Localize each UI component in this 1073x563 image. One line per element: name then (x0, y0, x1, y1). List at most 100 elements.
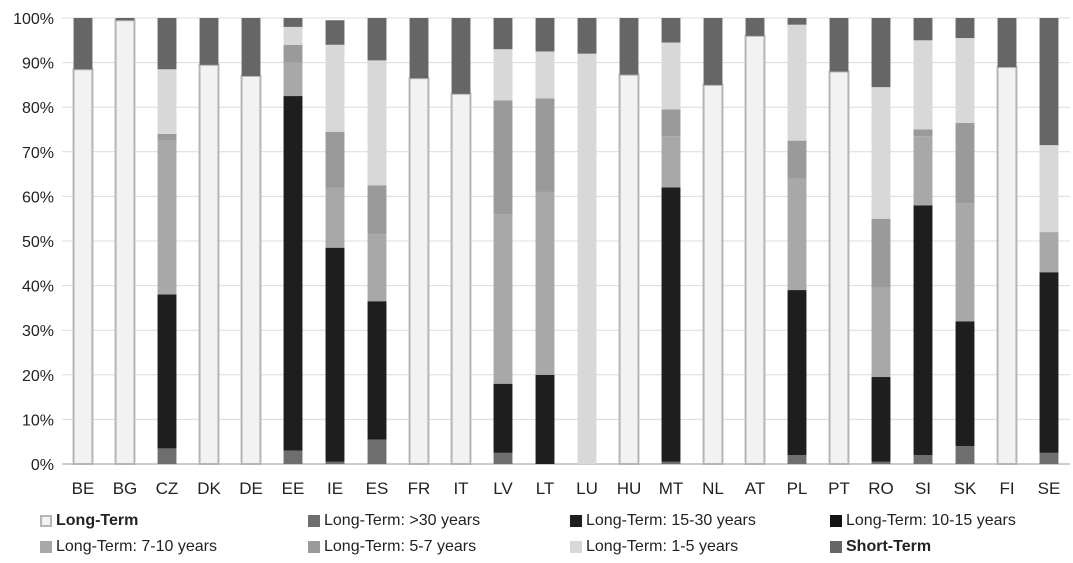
bar-segment-ro (871, 18, 891, 88)
bar-segment-de (241, 18, 261, 76)
bar-segment-se (1039, 18, 1059, 146)
x-category-label: LT (536, 479, 555, 498)
bar-segment-ro (871, 377, 891, 462)
y-tick-label: 80% (22, 100, 54, 117)
x-category-label: IE (327, 479, 343, 498)
bar-segment-lu (577, 18, 597, 54)
bar-segment-pl (787, 24, 807, 141)
legend-item: Long-Term (40, 512, 138, 530)
bar-segment-si (913, 18, 933, 41)
bar-segment-lv (493, 49, 513, 101)
legend-label: Long-Term: 5-7 years (324, 538, 477, 555)
bar-segment-sk (955, 122, 975, 204)
bar-segment-sk (955, 203, 975, 322)
legend-label: Long-Term: >30 years (324, 512, 481, 529)
bar-segment-sk (955, 446, 975, 464)
bar-segment-nl (702, 83, 724, 466)
bar-segment-es (367, 234, 387, 302)
x-category-label: LV (493, 479, 513, 498)
bar-segment-lt (535, 191, 555, 375)
bar-segment-fr (409, 18, 429, 79)
x-category-label: BG (113, 479, 138, 498)
x-category-label: PL (787, 479, 808, 498)
legend-label: Long-Term (56, 512, 139, 529)
bar-segment-it (451, 18, 471, 94)
bar-segment-es (367, 60, 387, 186)
bar-segment-ie (325, 187, 345, 248)
bar-segment-pl (787, 178, 807, 291)
x-category-label: DE (239, 479, 263, 498)
bar-segment-lu (577, 53, 597, 465)
bar-segment-be (72, 68, 94, 465)
bar-segment-se (1039, 452, 1059, 464)
bar-segment-mt (661, 18, 681, 43)
bar-segment-mt (661, 187, 681, 462)
bar-segment-si (913, 136, 933, 206)
x-category-label: FR (408, 479, 431, 498)
bar-segment-dk (198, 63, 220, 466)
bar-segment-sk (955, 321, 975, 447)
y-tick-label: 70% (22, 145, 54, 162)
bar-segment-ee (283, 44, 303, 63)
x-category-label: IT (453, 479, 468, 498)
bar-segment-ie (325, 247, 345, 462)
bar-segment-cz (157, 294, 177, 449)
bar-segment-lt (535, 98, 555, 192)
bar-segment-lv (493, 18, 513, 50)
x-category-label: DK (197, 479, 221, 498)
bar-segment-se (1039, 232, 1059, 273)
gridlines (62, 17, 1070, 465)
legend-item: Long-Term: 10-15 years (830, 512, 1016, 530)
x-category-label: SK (954, 479, 977, 498)
x-category-label: AT (745, 479, 765, 498)
legend-label: Long-Term: 10-15 years (846, 512, 1016, 529)
bar-segment-ro (871, 87, 891, 219)
bar-segment-bg (115, 18, 135, 21)
bar-segment-lv (493, 214, 513, 384)
bar-segment-pt (829, 18, 849, 72)
legend-label: Long-Term: 7-10 years (56, 538, 217, 555)
x-category-label: EE (282, 479, 305, 498)
x-category-label: BE (72, 479, 95, 498)
bar-segment-ee (283, 96, 303, 451)
legend-swatch (830, 541, 842, 553)
x-category-label: CZ (156, 479, 179, 498)
bar-segment-es (367, 18, 387, 61)
bar-segment-si (913, 129, 933, 137)
legend-swatch (40, 541, 52, 553)
bar-segment-at (745, 18, 765, 36)
y-tick-label: 60% (22, 189, 54, 206)
legend-swatch (308, 541, 320, 553)
legend-item: Long-Term: 5-7 years (308, 538, 476, 556)
bar-segment-cz (157, 140, 177, 295)
bar-segment-ro (871, 218, 891, 288)
bar-segment-sk (955, 18, 975, 39)
bar-segment-pl (787, 140, 807, 179)
legend-swatch (570, 541, 582, 553)
bar-segment-at (744, 34, 766, 466)
legend-swatch (40, 515, 52, 527)
legend-swatch (830, 515, 842, 527)
x-axis-category-labels: BE BG CZ DK DE EE IE ES FR IT LV LT LU HU MT NL AT PL PT RO… (72, 479, 1061, 498)
bar-segment-se (1039, 272, 1059, 453)
legend: Long-Term Long-Term: >30 years Long-Term: … (40, 512, 1070, 560)
legend-swatch (308, 515, 320, 527)
bar-segment-lt (535, 18, 555, 52)
bars (72, 18, 1059, 466)
x-category-label: NL (702, 479, 724, 498)
bar-segment-es (367, 301, 387, 440)
x-category-label: SI (915, 479, 931, 498)
bar-segment-lt (535, 51, 555, 99)
bar-segment-nl (703, 18, 723, 85)
bar-segment-cz (157, 69, 177, 134)
bar-segment-cz (157, 448, 177, 464)
x-category-label: PT (828, 479, 850, 498)
bar-segment-mt (661, 109, 681, 137)
x-category-label: SE (1038, 479, 1061, 498)
bar-segment-si (913, 40, 933, 130)
bar-segment-ie (325, 461, 345, 464)
x-category-label: ES (366, 479, 389, 498)
bar-segment-mt (661, 136, 681, 188)
bar-segment-ee (283, 450, 303, 464)
bar-segment-es (367, 439, 387, 464)
